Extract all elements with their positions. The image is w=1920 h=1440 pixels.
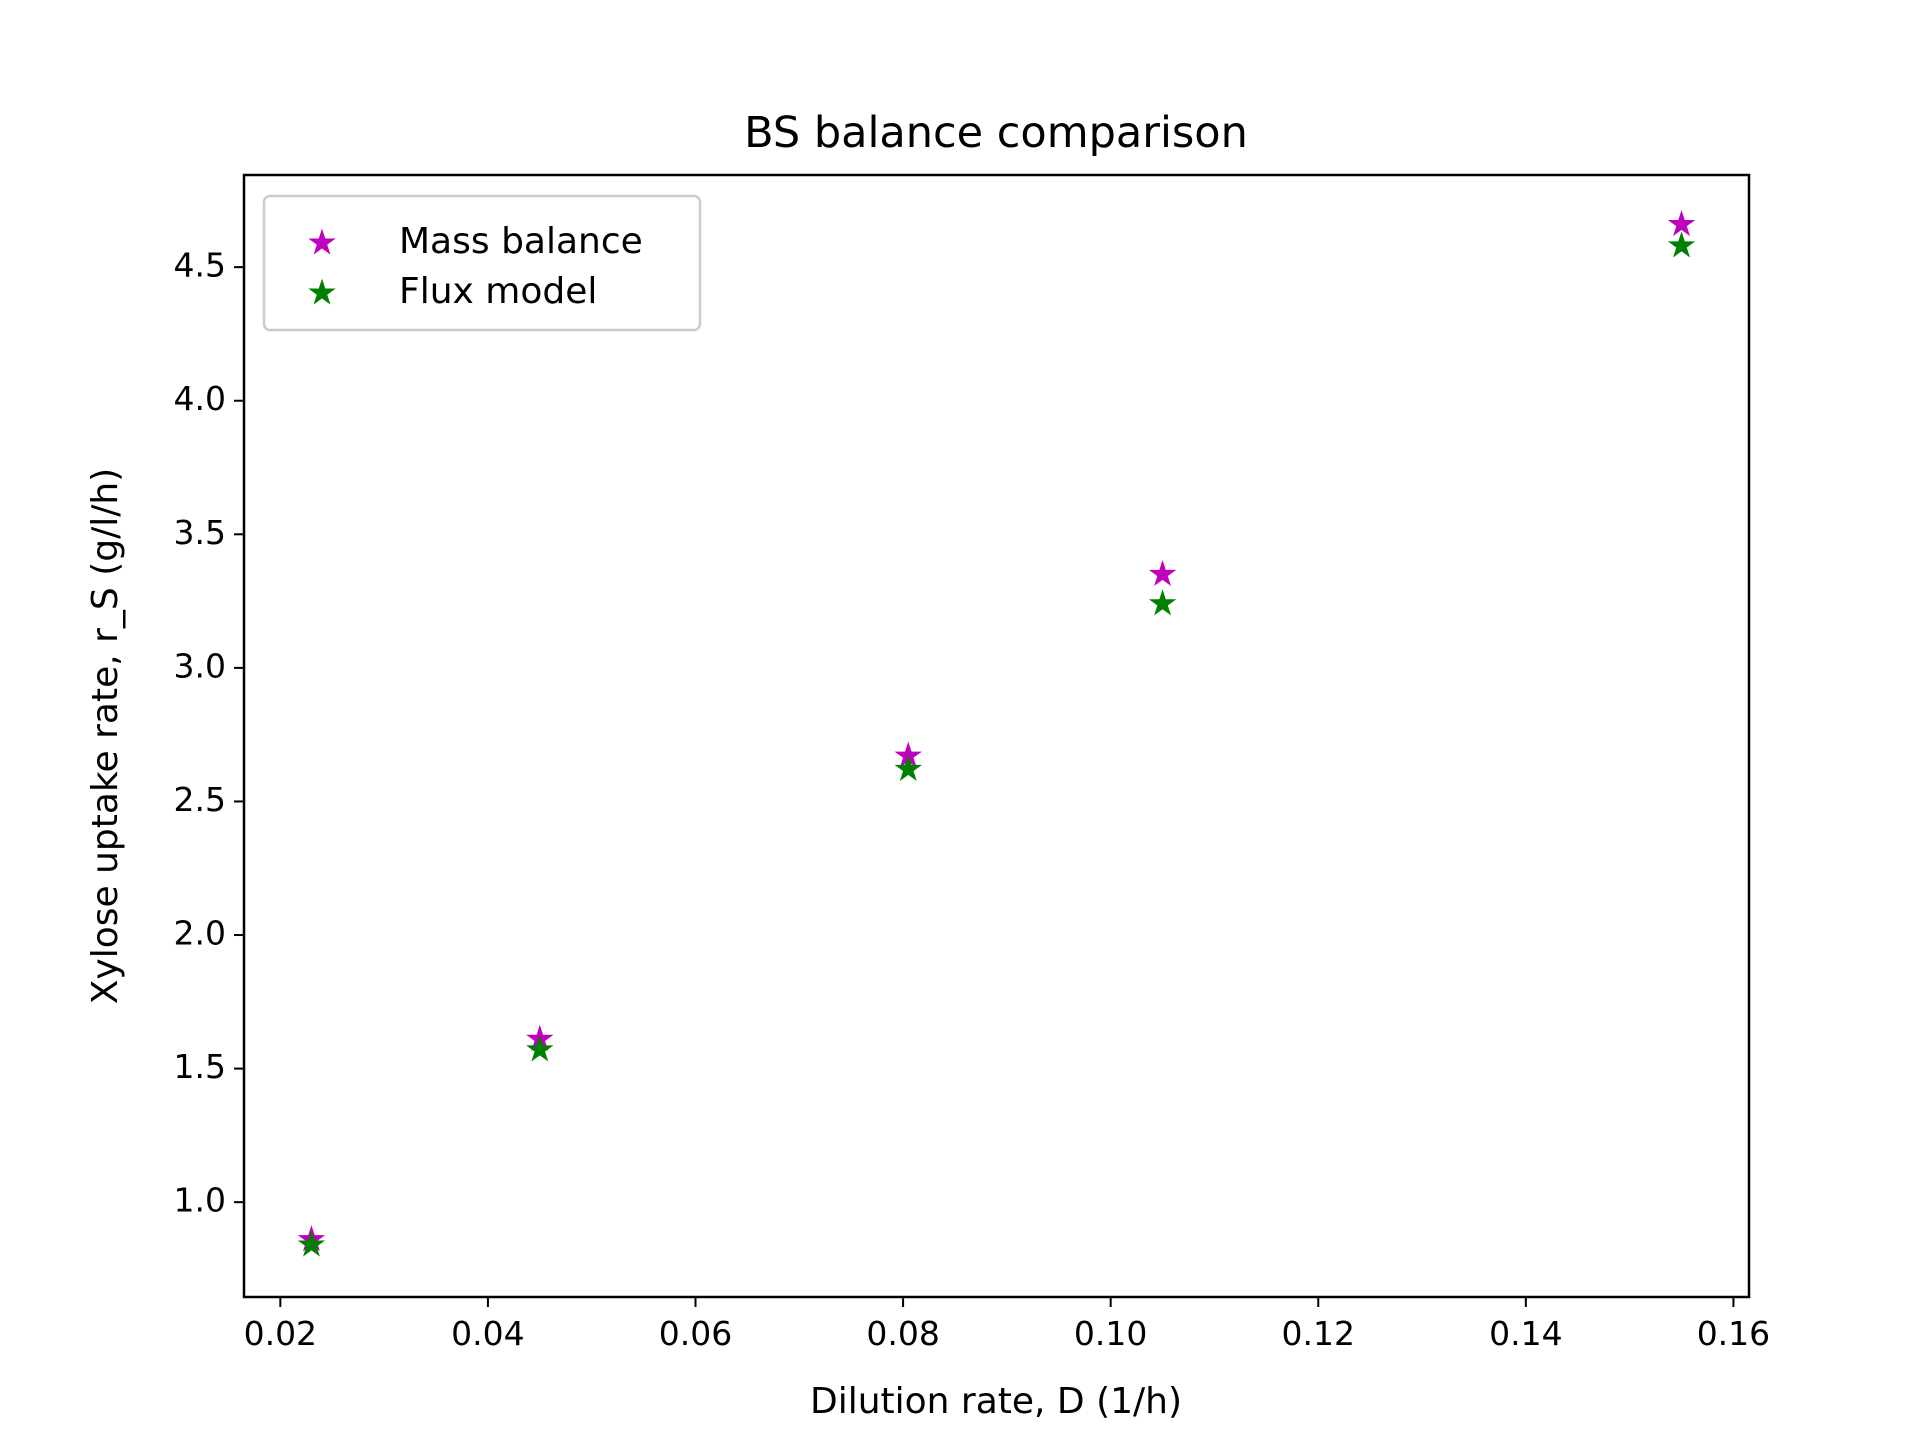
legend-label-flux-model: Flux model [399,271,597,312]
y-axis-label: Xylose uptake rate, r_S (g/l/h) [85,468,126,1004]
x-tick-label: 0.16 [1697,1314,1770,1353]
point-flux-model [526,1035,554,1062]
y-tick-label: 4.0 [174,379,226,418]
y-tick-label: 2.0 [174,914,226,953]
y-tick-label: 4.5 [174,246,226,285]
data-points [297,209,1696,1257]
y-axis-ticks: 1.0 1.5 2.0 2.5 3.0 3.5 4.0 4.5 [174,246,244,1220]
legend-markers [308,228,336,305]
y-tick-label: 3.5 [174,513,226,552]
x-tick-label: 0.14 [1489,1314,1562,1353]
point-flux-model [297,1230,326,1257]
point-flux-model [1667,231,1696,258]
legend-marker-flux-model [308,278,336,305]
point-flux-model [894,754,922,782]
legend-marker-mass-balance [308,228,336,255]
point-flux-model [1148,589,1177,616]
x-tick-label: 0.10 [1074,1314,1147,1353]
y-tick-label: 2.5 [174,780,226,819]
x-axis-ticks: 0.02 0.04 0.06 0.08 0.10 0.12 0.14 0.16 [244,1297,1770,1353]
x-tick-label: 0.06 [659,1314,732,1353]
y-tick-label: 1.5 [174,1047,226,1086]
point-mass-balance [1148,559,1177,587]
point-mass-balance [1667,209,1696,237]
y-tick-label: 1.0 [174,1181,226,1220]
x-tick-label: 0.04 [451,1314,524,1353]
x-axis-label: Dilution rate, D (1/h) [810,1381,1182,1422]
x-tick-label: 0.02 [244,1314,317,1353]
legend: Mass balance Flux model [262,194,702,332]
y-tick-label: 3.0 [174,646,226,685]
x-tick-label: 0.08 [866,1314,939,1353]
chart-title: BS balance comparison [744,108,1248,158]
legend-box [262,194,702,332]
legend-label-mass-balance: Mass balance [399,221,643,262]
plot-area-frame [242,173,1751,1299]
x-tick-label: 0.12 [1282,1314,1355,1353]
